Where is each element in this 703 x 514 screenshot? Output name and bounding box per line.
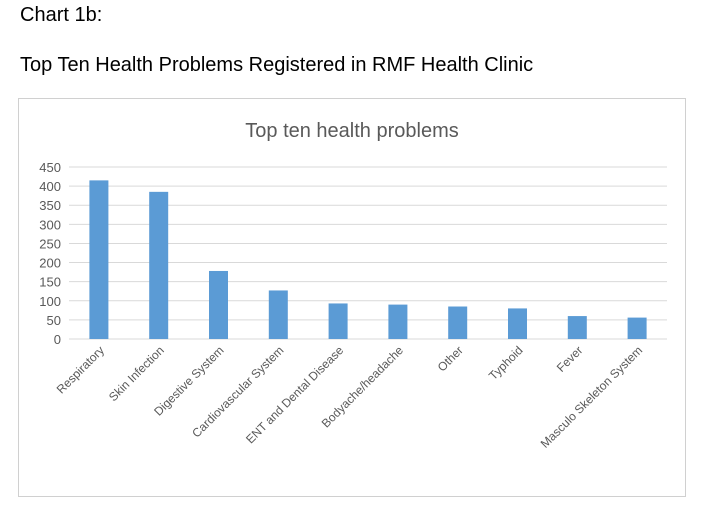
bar: [328, 303, 348, 339]
chart-frame: Top ten health problems 0 50 100 150 200 250 3…: [18, 98, 686, 497]
y-tick-label: 450: [39, 160, 61, 175]
bar-chart: Top ten health problems 0 50 100 150 200 250 3…: [39, 120, 667, 451]
y-tick-label: 0: [54, 332, 61, 347]
bar: [627, 317, 647, 339]
bar: [209, 270, 228, 339]
x-category-label: Typhoid: [486, 343, 526, 383]
y-tick-label: 300: [39, 217, 61, 232]
bar: [268, 290, 288, 339]
bar: [388, 304, 408, 339]
gridlines: [69, 166, 667, 340]
chart-title: Top ten health problems: [245, 120, 458, 142]
bar: [508, 308, 527, 339]
bar: [567, 316, 587, 339]
bar: [448, 306, 468, 339]
y-axis-ticks: 0 50 100 150 200 250 300 350 400 450: [39, 160, 61, 347]
y-tick-label: 100: [39, 294, 61, 309]
x-category-label: Respiratory: [54, 343, 107, 396]
y-tick-label: 50: [47, 313, 61, 328]
x-category-label: ENT and Dental Disease: [243, 343, 346, 446]
x-category-label: Skin Infection: [106, 343, 167, 404]
bar: [89, 180, 109, 339]
bars: [89, 180, 647, 339]
y-tick-label: 400: [39, 179, 61, 194]
chart-number-label: Chart 1b:: [20, 4, 103, 26]
x-category-label: Other: [435, 343, 466, 374]
y-tick-label: 250: [39, 236, 61, 251]
bar: [149, 191, 169, 339]
x-category-label: Masculo Skeleton System: [538, 343, 646, 451]
y-tick-label: 150: [39, 275, 61, 290]
x-category-label: Fever: [554, 343, 586, 375]
y-tick-label: 350: [39, 198, 61, 213]
y-tick-label: 200: [39, 256, 61, 271]
document-heading: Top Ten Health Problems Registered in RM…: [20, 54, 534, 76]
